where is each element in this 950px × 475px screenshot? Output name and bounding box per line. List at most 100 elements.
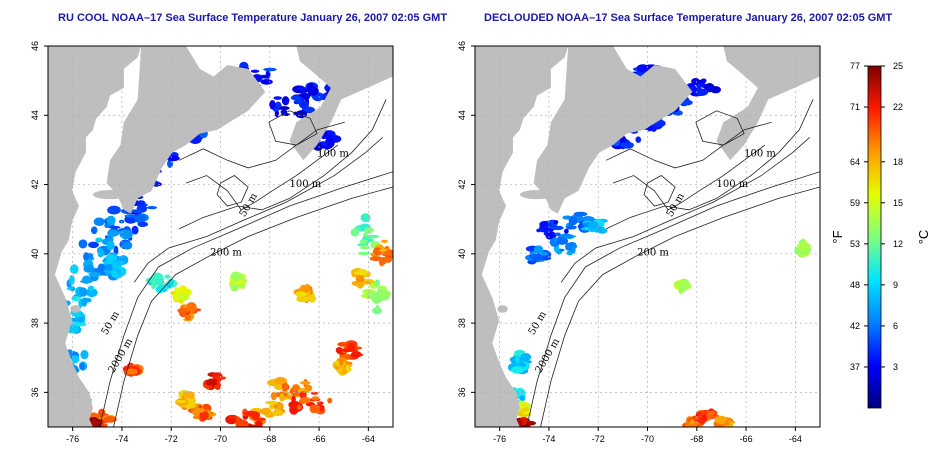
sst-pixel [327,397,333,404]
celsius-tick-label: 6 [893,321,898,331]
sst-pixel [556,250,562,255]
sst-pixel [106,215,116,226]
sst-pixel [79,362,86,371]
sst-pixel [306,82,315,93]
sst-pixel [299,396,311,404]
sst-pixel [554,232,561,237]
sst-pixel [572,244,578,249]
fahrenheit-tick-label: 64 [850,157,860,167]
sst-pixel [359,239,368,244]
sst-pixel [378,248,388,252]
sst-pixel [125,368,138,375]
sst-pixel [90,226,98,235]
sst-pixel [290,95,302,101]
sst-pixel [78,239,88,249]
sst-pixel [230,271,243,281]
sst-pixel [519,395,526,402]
latitude-tick-label: 36 [30,387,40,397]
depth-contour [133,137,383,283]
sst-pixel [178,285,188,295]
sst-pixel [276,403,283,411]
sst-pixel [325,137,335,145]
sst-pixel [310,391,319,395]
sst-pixel [797,241,811,252]
land-polygon [106,46,266,214]
longitude-tick-label: -74 [542,434,555,444]
longitude-tick-label: -74 [115,434,128,444]
longitude-tick-label: -66 [740,434,753,444]
sst-pixel [278,106,290,111]
sst-pixel [700,78,707,84]
sst-pixel [316,401,324,405]
longitude-tick-label: -66 [313,434,326,444]
sst-pixel [527,259,537,265]
sst-pixel [122,241,133,250]
longitude-tick-label: -72 [165,434,178,444]
fahrenheit-tick-label: 59 [850,198,860,208]
depth-contour [178,121,345,169]
latitude-tick-label: 40 [30,249,40,259]
sst-pixel [682,283,688,290]
sst-pixel [691,78,701,85]
sst-pixel [636,64,648,73]
sst-pixel [582,217,596,222]
latitude-tick-label: 42 [30,180,40,190]
sst-pixel [186,302,197,313]
depth-contour [605,99,814,230]
sst-pixel [172,293,178,302]
sst-pixel [566,225,577,230]
sst-pixel [88,272,102,277]
land-polygon [533,46,693,214]
sst-pixel [533,245,544,254]
depth-contour [612,144,766,211]
depth-contour [216,175,249,207]
sst-pixel [689,419,695,425]
sst-pixel [205,381,218,386]
sst-pixel [382,251,393,256]
sst-pixel [164,274,171,279]
sst-pixel [511,366,524,374]
sst-pixel [521,403,527,409]
sst-pixel [379,257,387,265]
sst-pixel [375,304,380,312]
sst-pixel [304,283,311,293]
sst-pixel [573,211,588,217]
sst-pixel [97,248,104,258]
sst-pixel [311,396,320,401]
sst-pixel [182,391,195,400]
sst-pixel [292,384,300,391]
sst-pixel [307,294,316,303]
longitude-tick-label: -70 [641,434,654,444]
contour-label: 100 m [317,148,349,159]
celsius-tick-label: 22 [893,102,903,112]
longitude-tick-label: -76 [66,434,79,444]
sst-pixel [250,69,260,73]
sst-pixel [551,225,564,231]
latitude-tick-label: 36 [457,387,467,397]
depth-contour [695,110,745,146]
sst-pixel [338,356,344,366]
sst-pixel [298,100,309,109]
sst-pixel [366,234,380,239]
longitude-tick-label: -64 [362,434,375,444]
sst-pixel [543,224,551,233]
sst-pixel [269,403,275,410]
sst-pixel [137,221,149,227]
celsius-tick-label: 3 [893,362,898,372]
sst-pixel [707,411,715,416]
land-polygon [48,46,142,427]
sst-pixel [174,287,180,293]
latitude-tick-label: 46 [30,41,40,51]
sst-pixel [105,254,117,262]
depth-contour [268,110,318,146]
sst-pixel [166,155,180,162]
sst-pixel [107,229,119,237]
sst-pixel [83,264,95,273]
sst-pixel [260,79,273,85]
sst-pixel [252,417,266,421]
sst-pixel [714,415,728,425]
island [70,305,81,313]
sst-pixel [291,395,296,405]
contour-label: 200 m [210,248,242,259]
